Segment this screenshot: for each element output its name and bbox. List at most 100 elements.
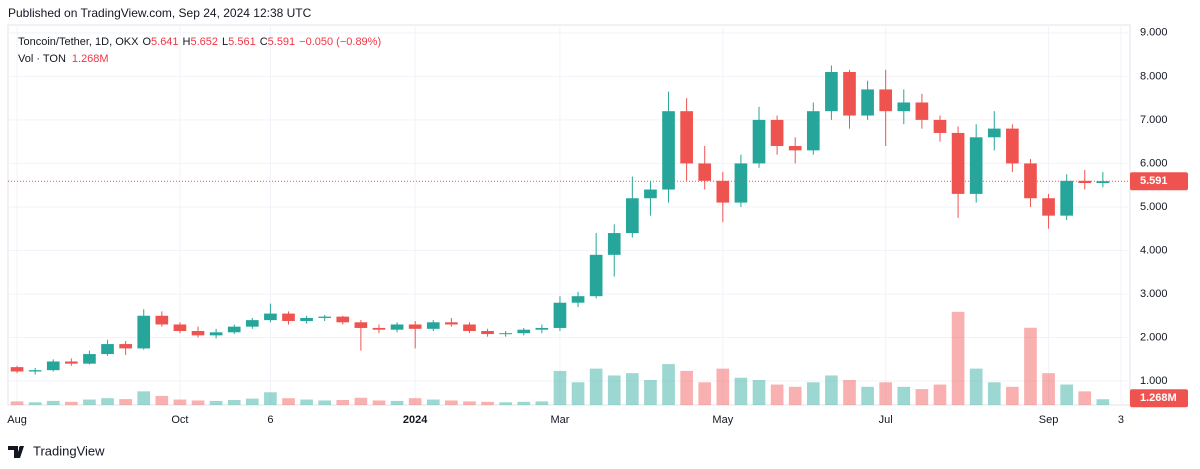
logo-dot [19, 446, 23, 450]
symbol: Toncoin/Tether, 1D, OKX [18, 36, 139, 48]
candle-body [426, 322, 440, 329]
candle-body [607, 233, 621, 255]
candle-body [680, 111, 693, 164]
l-label: L [222, 36, 228, 48]
candle-body [372, 327, 386, 330]
candle-body [354, 322, 368, 328]
volume-bar [300, 399, 313, 405]
volume-bar [626, 373, 639, 405]
vol-label: Vol · TON [18, 53, 66, 65]
candle-body [770, 119, 784, 147]
y-tick-label: 7.000 [1140, 114, 1168, 126]
volume-bar [372, 400, 386, 405]
volume-bar [481, 401, 494, 405]
candle-body [644, 189, 657, 199]
candle-body [209, 332, 223, 336]
y-tick-label: 5.000 [1140, 201, 1168, 213]
candle-body [1006, 128, 1019, 164]
candle-body [318, 316, 332, 318]
candle-body [28, 370, 42, 372]
volume-bar [264, 392, 277, 405]
candle-body [155, 315, 169, 325]
volume-bar [119, 399, 132, 405]
volume-bar [390, 400, 404, 405]
volume-bar [65, 401, 78, 405]
candle-body [825, 72, 838, 112]
candle-body [806, 111, 820, 151]
volume-bar [1078, 391, 1092, 405]
volume-bar [1042, 373, 1055, 405]
volume-bar [227, 400, 241, 405]
candles [10, 65, 1110, 375]
volume-bar [644, 380, 657, 405]
x-tick-label: 3 [1118, 414, 1124, 426]
o-value: 5.641 [151, 36, 179, 48]
candle-body [336, 316, 350, 323]
candle-body [734, 163, 748, 203]
price-badge [1130, 172, 1188, 191]
candle-body [264, 313, 277, 321]
candle-body [915, 102, 929, 120]
candle-body [951, 132, 965, 194]
volume-bar [499, 402, 512, 405]
volume-bar [191, 400, 205, 405]
y-tick-label: 3.000 [1140, 288, 1168, 300]
candle-body [390, 324, 404, 330]
volume-bar [987, 382, 1001, 405]
volume-bar [951, 311, 965, 405]
x-tick-label: Aug [7, 414, 27, 426]
volume-bar [879, 382, 893, 405]
volume-bar [1096, 399, 1110, 405]
candle-body [137, 315, 151, 349]
published-note: Published on TradingView.com, Sep 24, 20… [8, 6, 312, 20]
candle-body [626, 198, 639, 234]
volume-bar [46, 400, 60, 405]
candle-body [535, 327, 549, 330]
x-tick-label: Mar [550, 414, 569, 426]
volume-bar [680, 370, 693, 405]
h-label: H [183, 36, 191, 48]
volume-bar [806, 382, 820, 405]
volume-bar [788, 386, 802, 405]
candle-body [499, 333, 512, 335]
candle-body [1078, 180, 1092, 184]
candle-body [46, 361, 60, 371]
candle-body [1024, 163, 1037, 199]
candle-body [282, 313, 295, 321]
legend-line: Toncoin/Tether, 1D, OKX O5.641 H5.652 L5.56… [18, 36, 381, 48]
price-badge-text: 5.591 [1140, 175, 1168, 187]
volume-bar [1006, 386, 1019, 405]
x-tick-label: 6 [267, 414, 273, 426]
candle-body [463, 324, 476, 332]
candle-body [1042, 198, 1055, 216]
volume-bar [28, 402, 42, 405]
volume-bar [209, 400, 223, 405]
l-value: 5.561 [228, 36, 256, 48]
plot-frame [7, 24, 1131, 406]
volume-bar [825, 375, 838, 405]
volume-bar [589, 368, 603, 405]
volume-bar [173, 399, 187, 405]
volume-bar [535, 401, 549, 405]
volume-bar [408, 398, 422, 405]
candle-body [897, 102, 911, 112]
candle-body [445, 322, 458, 325]
vol-value: 1.268M [72, 53, 109, 65]
c-value: 5.591 [268, 36, 296, 48]
volume-bar [861, 386, 874, 405]
volume-bar [933, 384, 947, 405]
h-value: 5.652 [191, 36, 219, 48]
candle-body [191, 331, 205, 336]
volume-bar [752, 380, 766, 405]
y-tick-label: 2.000 [1140, 331, 1168, 343]
volume-bar [155, 395, 169, 405]
candle-body [10, 367, 24, 372]
candle-body [969, 137, 983, 194]
volume-bar [318, 400, 332, 405]
candle-body [553, 302, 567, 328]
volume-bar [83, 399, 96, 405]
o-label: O [142, 36, 151, 48]
candle-body [843, 72, 856, 116]
candle-body [716, 180, 730, 203]
